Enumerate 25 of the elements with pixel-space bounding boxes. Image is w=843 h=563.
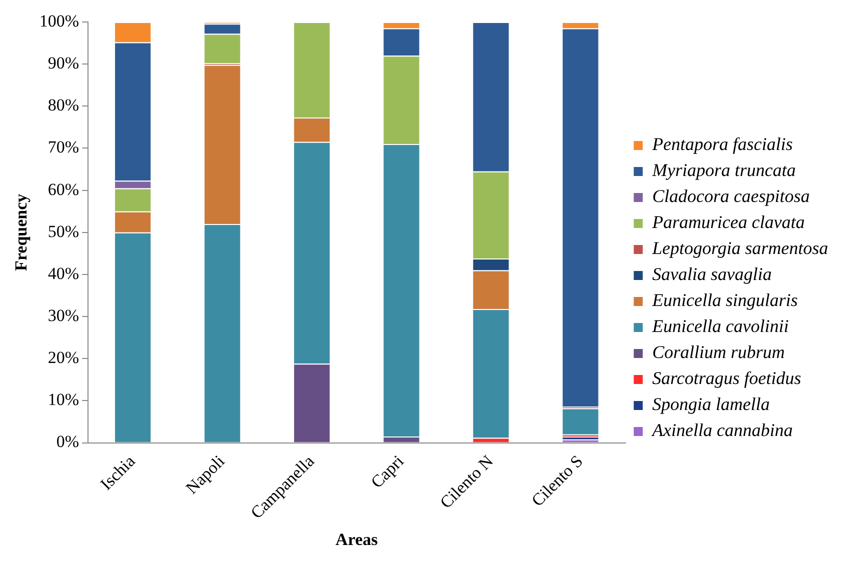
y-tick-label: 40% — [48, 264, 80, 283]
legend-label: Leptogorgia sarmentosa — [651, 238, 828, 258]
legend-label: Pentapora fascialis — [651, 134, 793, 154]
legend-label: Myriapora truncata — [651, 160, 796, 180]
legend-label: Eunicella cavolinii — [651, 316, 789, 336]
y-tick-label: 50% — [48, 222, 80, 241]
y-tick-label: 0% — [56, 432, 80, 452]
legend-label: Spongia lamella — [652, 394, 770, 414]
legend-label: Savalia savaglia — [652, 264, 772, 284]
y-tick-label: 60% — [48, 180, 80, 199]
y-tick-label: 30% — [48, 306, 80, 326]
y-tick-label: 20% — [48, 348, 80, 368]
y-axis-title: Frequency — [12, 193, 31, 271]
legend-label: Axinella cannabina — [651, 420, 793, 440]
legend-label: Corallium rubrum — [652, 342, 785, 362]
legend-label: Sarcotragus foetidus — [652, 368, 802, 388]
y-tick-label: 10% — [48, 390, 80, 410]
y-tick-label: 90% — [48, 54, 80, 73]
y-tick-label: 70% — [48, 138, 80, 157]
legend-label: Cladocora caespitosa — [652, 186, 810, 206]
y-tick-label: 80% — [48, 96, 80, 115]
legend-label: Paramuricea clavata — [651, 212, 805, 232]
y-tick-label: 100% — [39, 11, 80, 30]
legend-label: Eunicella singularis — [651, 290, 798, 310]
x-axis-title: Areas — [336, 530, 378, 550]
